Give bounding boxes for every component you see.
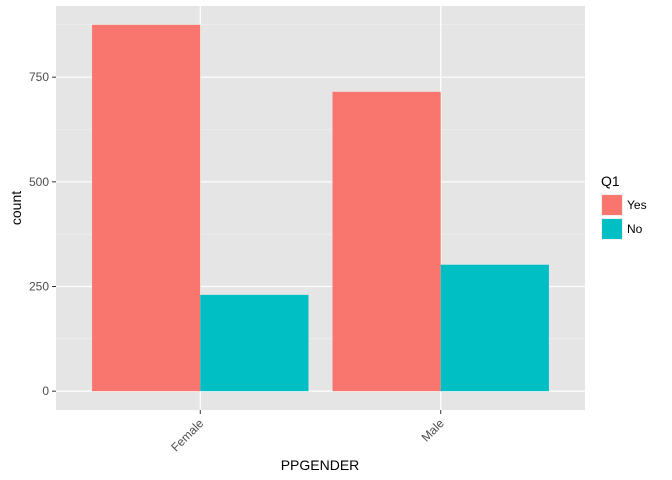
legend-swatch-yes (602, 195, 622, 215)
bar-male-no (440, 264, 549, 392)
legend: Q1 Yes No (601, 173, 647, 240)
y-axis: 0 250 500 750 (29, 70, 56, 398)
x-axis: Female Male (168, 410, 447, 454)
bar-female-yes (92, 24, 201, 392)
bar-marks (92, 24, 549, 392)
x-tick-label: Female (168, 416, 206, 454)
legend-title: Q1 (601, 173, 620, 189)
y-axis-title: count (8, 191, 24, 225)
y-tick-label: 500 (29, 175, 49, 189)
legend-label-no: No (627, 222, 643, 236)
legend-label-yes: Yes (627, 198, 647, 212)
x-tick-label: Male (419, 416, 448, 445)
legend-swatch-no (602, 219, 622, 239)
y-tick-label: 0 (42, 384, 49, 398)
x-axis-title: PPGENDER (281, 457, 360, 473)
y-tick-label: 250 (29, 279, 49, 293)
y-tick-label: 750 (29, 70, 49, 84)
bar-female-no (200, 294, 309, 392)
bar-male-yes (332, 91, 441, 392)
